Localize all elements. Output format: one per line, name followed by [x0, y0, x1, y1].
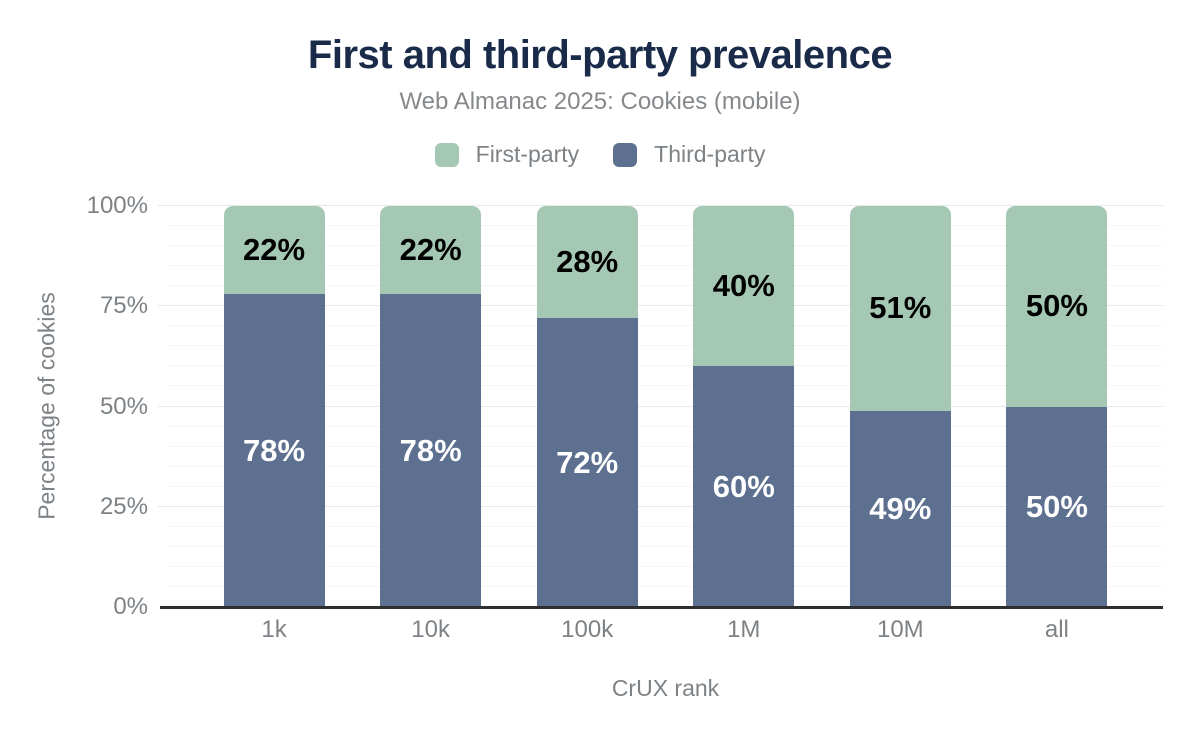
chart-legend: First-party Third-party	[0, 141, 1200, 168]
gridline	[168, 365, 1163, 367]
gridline	[168, 585, 1163, 587]
first-party-value-label: 40%	[712, 268, 775, 304]
first-party-value-label: 22%	[243, 232, 306, 268]
legend-label-third-party: Third-party	[654, 141, 766, 167]
gridline	[168, 545, 1163, 547]
bar-segment-first-party[interactable]: 22%	[223, 206, 325, 295]
gridlines	[158, 205, 1163, 607]
x-axis-title: CrUX rank	[611, 675, 720, 701]
bar-segment-first-party[interactable]: 51%	[849, 206, 951, 411]
gridline	[158, 405, 1163, 407]
gridline	[168, 565, 1163, 567]
bars-layer: 22% 78% 22% 78% 28% 72% 40% 60% 51% 49% 50% 50%	[168, 206, 1163, 607]
legend-item-third-party[interactable]: Third-party	[613, 141, 765, 168]
bar-segment-third-party[interactable]: 49%	[849, 410, 951, 607]
gridline	[158, 205, 1163, 206]
gridline	[168, 425, 1163, 427]
legend-label-first-party: First-party	[475, 141, 580, 167]
chart-subtitle: Web Almanac 2025: Cookies (mobile)	[399, 88, 801, 115]
third-party-value-label: 78%	[399, 432, 462, 468]
first-party-value-label: 28%	[556, 244, 619, 280]
legend-item-first-party[interactable]: First-party	[434, 141, 580, 168]
x-axis-line	[160, 606, 1163, 609]
gridline	[168, 325, 1163, 327]
gridline	[168, 465, 1163, 467]
x-tick-label-all: all	[1044, 616, 1069, 643]
y-tick-label: 50%	[99, 392, 148, 420]
bar-10M[interactable]: 51% 49%	[849, 206, 951, 607]
bar-1M[interactable]: 40% 60%	[693, 206, 795, 607]
bar-segment-third-party[interactable]: 60%	[693, 366, 795, 607]
y-tick-label: 0%	[113, 593, 148, 620]
bar-segment-third-party[interactable]: 78%	[223, 294, 325, 607]
bar-segment-first-party[interactable]: 50%	[1006, 206, 1108, 407]
gridline	[168, 245, 1163, 247]
third-party-value-label: 49%	[869, 490, 932, 526]
x-tick-label-1k: 1k	[261, 616, 287, 643]
bar-10k[interactable]: 22% 78%	[380, 206, 482, 607]
third-party-value-label: 72%	[556, 444, 619, 480]
third-party-value-label: 78%	[243, 432, 306, 468]
third-party-swatch-icon	[613, 142, 638, 167]
bar-100k[interactable]: 28% 72%	[536, 206, 638, 607]
gridline	[168, 525, 1163, 527]
bar-segment-first-party[interactable]: 28%	[536, 206, 638, 319]
x-tick-label-100k: 100k	[561, 616, 614, 643]
gridline	[168, 225, 1163, 227]
gridline	[168, 345, 1163, 347]
gridline	[168, 385, 1163, 387]
y-tick-label: 25%	[99, 492, 148, 520]
gridline	[158, 505, 1163, 507]
gridline	[168, 445, 1163, 447]
x-tick-label-1M: 1M	[727, 616, 761, 643]
bar-segment-first-party[interactable]: 40%	[693, 206, 795, 367]
gridline	[168, 485, 1163, 487]
first-party-value-label: 51%	[869, 290, 932, 326]
x-tick-label-10M: 10M	[876, 616, 924, 643]
bar-segment-third-party[interactable]: 72%	[536, 318, 638, 607]
first-party-value-label: 22%	[399, 232, 462, 268]
first-party-swatch-icon	[434, 142, 459, 167]
bar-segment-first-party[interactable]: 22%	[380, 206, 482, 295]
bar-segment-third-party[interactable]: 50%	[1006, 406, 1108, 607]
third-party-value-label: 60%	[712, 468, 775, 504]
third-party-value-label: 50%	[1025, 488, 1088, 524]
plot-area: 22% 78% 22% 78% 28% 72% 40% 60% 51% 49% 50% 50%	[158, 205, 1163, 609]
bar-all[interactable]: 50% 50%	[1006, 206, 1108, 607]
bar-1k[interactable]: 22% 78%	[223, 206, 325, 607]
x-axis-labels: 1k 10k 100k 1M 10M all	[168, 616, 1163, 644]
gridline	[158, 305, 1163, 307]
x-tick-label-10k: 10k	[411, 616, 450, 643]
chart-title: First and third-party prevalence	[307, 33, 893, 77]
first-party-value-label: 50%	[1025, 288, 1088, 324]
bar-segment-third-party[interactable]: 78%	[380, 294, 482, 607]
y-axis-labels: 0% 25% 50% 75% 100%	[0, 192, 158, 620]
y-tick-label: 75%	[99, 292, 148, 320]
gridline	[168, 265, 1163, 267]
gridline	[168, 285, 1163, 287]
y-tick-label: 100%	[86, 192, 148, 219]
